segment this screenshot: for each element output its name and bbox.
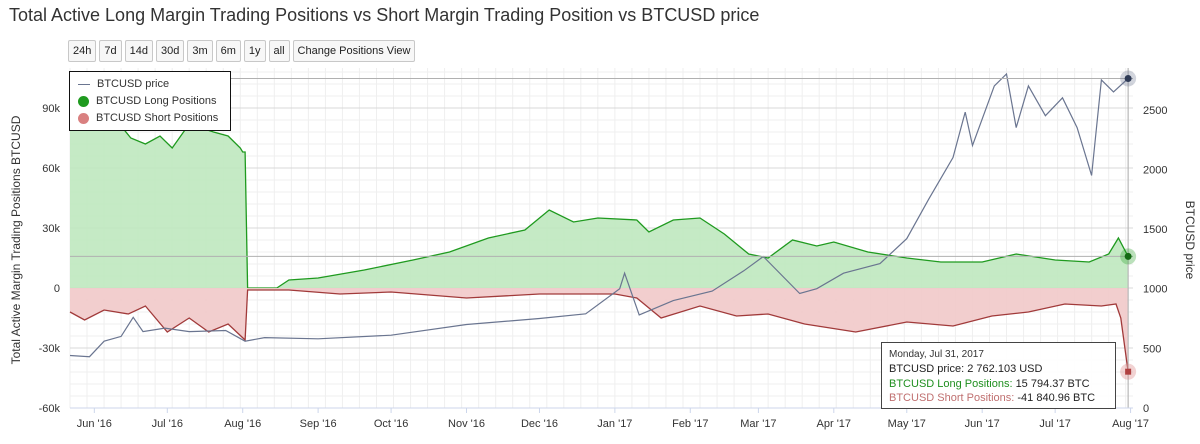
y-left-tick-label: -30k [39,343,61,355]
legend-item-price[interactable]: BTCUSD price [78,76,169,92]
y-axis-left-label: Total Active Margin Trading Positions BT… [9,115,23,364]
range-button-24h[interactable]: 24h [68,40,97,62]
y-left-tick-label: 60k [42,163,60,175]
y-right-tick-label: 1500 [1143,224,1167,236]
y-right-tick-label: 0 [1143,403,1149,415]
price-line [69,72,1129,358]
tooltip-price-label: BTCUSD price: [889,363,968,375]
y-left-tick-label: 90k [42,103,60,115]
range-button-3m[interactable]: 3m [187,40,213,62]
legend-item-long[interactable]: BTCUSD Long Positions [78,93,216,109]
legend-dot-icon [78,95,89,107]
range-button-all[interactable]: all [268,40,290,62]
y-left-tick-label: -60k [39,403,61,415]
legend-label-long: BTCUSD Long Positions [96,95,217,107]
range-button-7d[interactable]: 7d [99,40,122,62]
tooltip-short-line: BTCUSD Short Positions: -41 840.96 BTC [889,392,1095,404]
legend-label-short: BTCUSD Short Positions [96,112,219,124]
tooltip-short-value: -41 840.96 BTC [1017,392,1096,404]
series-layer [69,68,1137,408]
x-tick-label: Jul '16 [152,418,183,430]
short-positions-line [69,289,1129,372]
x-tick-label: Mar '17 [740,418,776,430]
long-positions-area [70,112,1129,288]
y-left-tick-label: 30k [42,223,60,235]
x-tick-label: Jun '17 [965,418,1000,430]
x-tick-label: Jul '17 [1039,418,1070,430]
axes: -60k -30k 0 30k 60k 90k 0 500 1000 1500 2000 2500 Ju… [39,103,1168,430]
tooltip-short-label: BTCUSD Short Positions: [889,392,1018,404]
legend-dot-icon [78,112,89,124]
tooltip-price-value: 2 762.103 USD [967,363,1043,375]
price-marker [1124,74,1132,82]
x-tick-label: May '17 [888,418,926,430]
legend-label-price: BTCUSD price [97,78,170,90]
x-tick-label: Nov '16 [448,418,485,430]
y-right-tick-label: 500 [1143,343,1161,355]
y-right-tick-label: 2000 [1143,164,1167,176]
range-button-1y[interactable]: 1y [243,40,266,62]
range-button-30d[interactable]: 30d [155,40,185,62]
tooltip-long-value: 15 794.37 BTC [1015,378,1090,390]
y-right-tick-label: 1000 [1143,284,1167,296]
x-tick-label: Jun '16 [77,418,112,430]
legend-line-icon [78,83,90,85]
legend-item-short[interactable]: BTCUSD Short Positions [78,110,218,126]
long-marker [1124,252,1132,260]
y-left-tick-label: 0 [54,283,60,295]
y-right-tick-label: 2500 [1143,105,1167,117]
tooltip-price-line: BTCUSD price: 2 762.103 USD [889,363,1042,375]
chart-title: Total Active Long Margin Trading Positio… [9,5,760,25]
x-tick-label: Aug '17 [1112,418,1149,430]
tooltip: Monday, Jul 31, 2017 BTCUSD price: 2 762… [881,342,1116,409]
change-positions-view-button[interactable]: Change Positions View [292,40,416,62]
short-marker [1125,368,1132,375]
x-tick-label: Sep '16 [300,418,337,430]
x-tick-label: Aug '16 [224,418,261,430]
x-tick-label: Jan '17 [597,418,632,430]
long-positions-line [69,111,1129,289]
tooltip-long-label: BTCUSD Long Positions: [889,378,1016,390]
x-tick-label: Apr '17 [817,418,852,430]
range-button-14d[interactable]: 14d [124,40,153,62]
tooltip-date: Monday, Jul 31, 2017 [889,349,984,360]
tooltip-long-line: BTCUSD Long Positions: 15 794.37 BTC [889,378,1090,390]
range-button-6m[interactable]: 6m [215,40,241,62]
legend: BTCUSD price BTCUSD Long Positions BTCUS… [69,71,231,131]
x-tick-label: Feb '17 [672,418,708,430]
x-tick-label: Oct '16 [374,418,409,430]
range-selector: 24h 7d 14d 30d 3m 6m 1y all Change Posit… [68,40,416,62]
short-positions-area [70,288,1129,372]
y-axis-right-label: BTCUSD price [1183,201,1197,280]
x-tick-label: Dec '16 [521,418,558,430]
